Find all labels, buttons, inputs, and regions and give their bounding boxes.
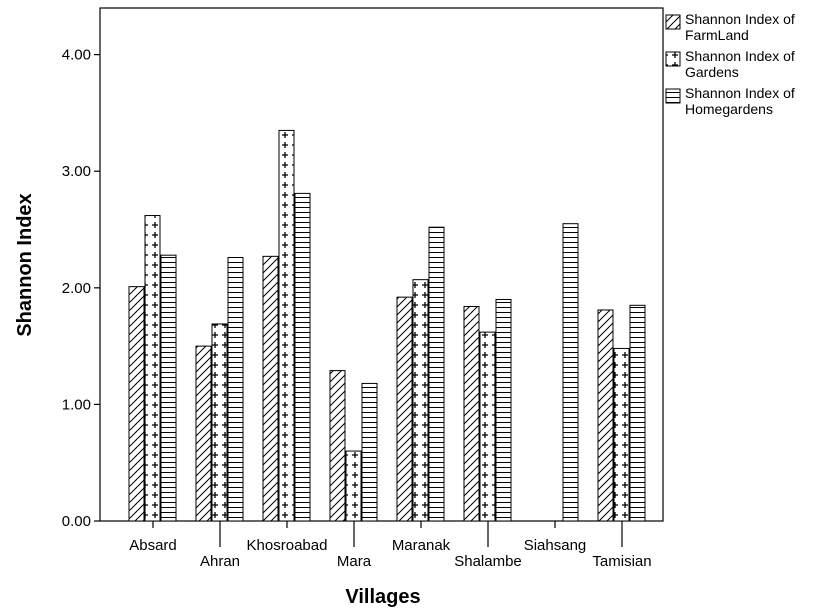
bar-homegardens-mara	[361, 382, 378, 522]
legend-label-farmland: Shannon Index of	[685, 11, 795, 27]
x-tick-label-tamisian: Tamisian	[592, 553, 651, 570]
x-axis-title: Villages	[345, 586, 420, 608]
x-tick-label-maranak: Maranak	[392, 537, 451, 554]
legend-label-gardens: Shannon Index of	[685, 48, 795, 64]
y-tick-label: 3.00	[62, 163, 91, 180]
plot-border	[99, 7, 664, 522]
bar-gardens-shalambe	[479, 331, 496, 522]
bar-gardens-maranak	[412, 279, 429, 522]
bar-homegardens-siahsang	[562, 223, 579, 522]
bar-farmland-khosroabad	[262, 255, 279, 522]
bar-homegardens-maranak	[428, 226, 445, 522]
plot-frame	[99, 7, 664, 522]
x-tick-label-mara: Mara	[337, 553, 372, 570]
legend-swatch-gardens	[665, 51, 681, 67]
legend-label-homegardens: Shannon Index of	[685, 85, 795, 101]
y-tick-label: 0.00	[62, 513, 91, 530]
bar-farmland-maranak	[396, 296, 413, 522]
legend-label-gardens: Gardens	[685, 64, 739, 80]
x-tick-label-shalambe: Shalambe	[454, 553, 522, 570]
legend-swatch-homegardens	[665, 88, 681, 104]
legend-label-homegardens: Homegardens	[685, 101, 773, 117]
bar-homegardens-khosroabad	[294, 192, 311, 522]
legend-swatch-farmland	[665, 14, 681, 30]
bar-farmland-ahran	[195, 345, 212, 522]
bar-homegardens-shalambe	[495, 298, 512, 522]
y-tick-label: 4.00	[62, 47, 91, 64]
bar-gardens-ahran	[211, 323, 228, 522]
bar-farmland-shalambe	[463, 305, 480, 522]
legend-label-farmland: FarmLand	[685, 27, 749, 43]
y-axis: 0.00 1.00 2.00 3.00 4.00	[62, 47, 100, 530]
bar-farmland-absard	[128, 286, 145, 522]
y-tick-label: 2.00	[62, 280, 91, 297]
bar-homegardens-ahran	[227, 257, 244, 522]
bars	[128, 129, 646, 522]
y-axis-title: Shannon Index	[14, 193, 36, 336]
bar-gardens-khosroabad	[278, 129, 295, 522]
bar-gardens-tamisian	[613, 347, 630, 522]
x-tick-label-ahran: Ahran	[200, 553, 240, 570]
x-axis: Absard Ahran Khosroabad Mara MaranakShalambe…	[129, 521, 652, 570]
bar-homegardens-tamisian	[629, 304, 646, 522]
x-tick-label-siahsang: Siahsang	[524, 537, 587, 554]
bar-homegardens-absard	[160, 254, 177, 522]
bar-gardens-mara	[345, 450, 362, 522]
bar-gardens-absard	[144, 215, 161, 522]
x-tick-label-absard: Absard	[129, 537, 177, 554]
bar-farmland-tamisian	[597, 309, 614, 522]
y-tick-label: 1.00	[62, 396, 91, 413]
x-tick-label-khosroabad: Khosroabad	[247, 537, 328, 554]
bar-farmland-mara	[329, 370, 346, 522]
